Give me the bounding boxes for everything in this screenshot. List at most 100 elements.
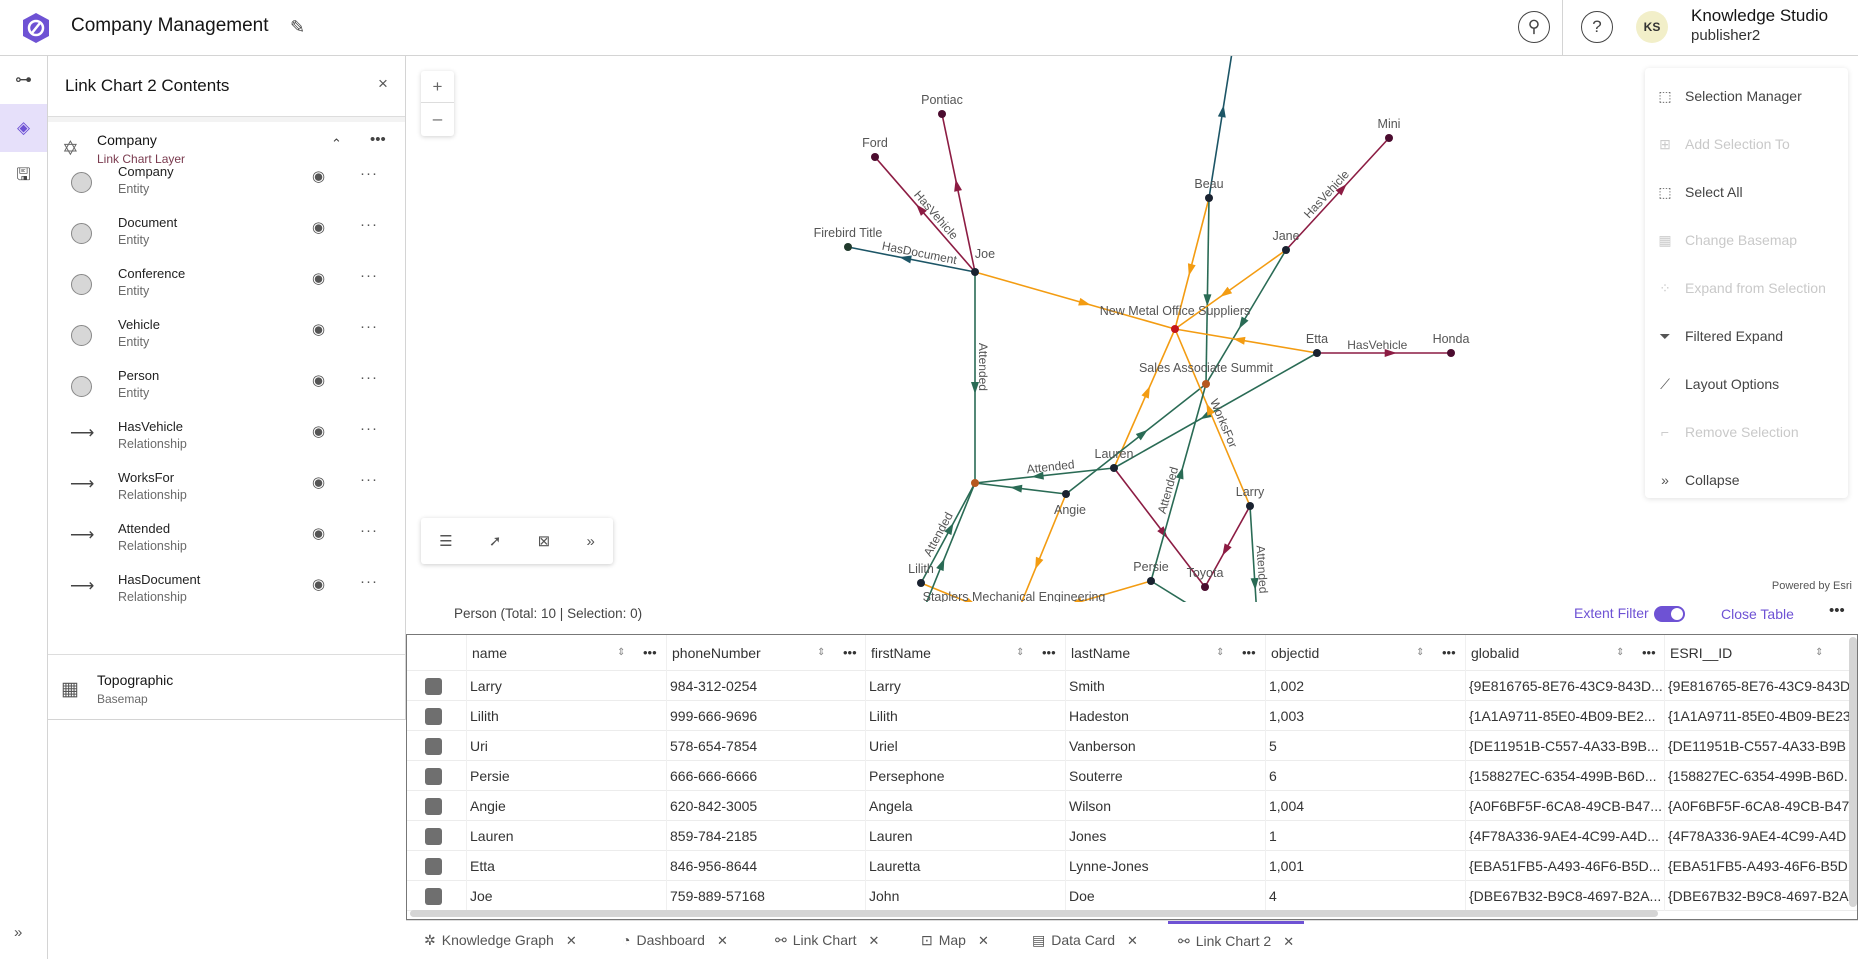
tab-map[interactable]: ⊡ Map ✕ xyxy=(921,932,989,948)
row-select-checkbox[interactable] xyxy=(425,678,442,695)
layer-item-hasdocument[interactable]: ⟶ HasDocument Relationship ◉ ··· xyxy=(48,572,405,623)
edge-worksfor[interactable] xyxy=(974,271,1176,330)
link-chart-graph[interactable]: HasVehicleHasDocumentAttendedHasVehicleH… xyxy=(406,56,1858,602)
row-select-checkbox[interactable] xyxy=(425,888,442,905)
menu-item-selection-manager[interactable]: ⬚ Selection Manager xyxy=(1645,76,1848,116)
edge-attended[interactable] xyxy=(1150,580,1259,602)
node-person[interactable] xyxy=(971,268,979,276)
node-conference[interactable] xyxy=(1202,380,1210,388)
edge-hasvehicle[interactable] xyxy=(874,156,976,273)
sort-icon[interactable]: ⇕ xyxy=(1416,647,1425,658)
table-row[interactable]: Lilith 999-666-9696 Lilith Hadeston 1,003 {1A… xyxy=(407,701,1857,731)
close-tab-icon[interactable]: ✕ xyxy=(1283,934,1295,949)
node-conference[interactable] xyxy=(971,479,979,487)
menu-item-layout[interactable]: ⟋ Layout Options xyxy=(1645,364,1848,404)
column-header[interactable]: firstName ⇕ ••• xyxy=(865,635,1065,671)
menu-item-select-all[interactable]: ⬚ Select All xyxy=(1645,172,1848,212)
table-row[interactable]: Uri 578-654-7854 Uriel Vanberson 5 {DE11951B-… xyxy=(407,731,1857,761)
column-options-button[interactable]: ••• xyxy=(843,645,857,660)
column-options-button[interactable]: ••• xyxy=(1442,645,1456,660)
collapse-layer-icon[interactable]: ⌃ xyxy=(331,136,342,151)
close-tab-icon[interactable]: ✕ xyxy=(565,933,577,948)
layout-icon[interactable]: ⊠ xyxy=(537,533,551,550)
edge-worksfor[interactable] xyxy=(1174,197,1210,330)
edge-attended[interactable] xyxy=(1065,383,1207,495)
layer-item-company[interactable]: Company Entity ◉ ··· xyxy=(48,164,405,215)
edge-attended[interactable] xyxy=(902,482,976,602)
rail-hierarchy-button[interactable]: ⊶ xyxy=(0,56,47,104)
edge-attended[interactable] xyxy=(1205,249,1287,385)
item-options-button[interactable]: ··· xyxy=(360,267,378,284)
sort-icon[interactable]: ⇕ xyxy=(1815,647,1824,658)
visibility-eye-icon[interactable]: ◉ xyxy=(312,372,326,389)
node-person[interactable] xyxy=(1147,577,1155,585)
layer-item-person[interactable]: Person Entity ◉ ··· xyxy=(48,368,405,419)
edge-hasdocument[interactable] xyxy=(1208,56,1234,199)
edge-hasvehicle[interactable] xyxy=(1113,467,1206,588)
column-options-button[interactable]: ••• xyxy=(643,645,657,660)
node-person[interactable] xyxy=(1313,349,1321,357)
node-person[interactable] xyxy=(1205,194,1213,202)
close-tab-icon[interactable]: ✕ xyxy=(868,933,880,948)
layer-options-button[interactable]: ••• xyxy=(370,131,386,148)
tab-link-chart[interactable]: ⚯ Link Chart ✕ xyxy=(775,932,880,948)
avatar[interactable]: KS xyxy=(1636,11,1668,43)
edge-hasdocument[interactable] xyxy=(847,246,976,273)
tab-data-card[interactable]: ▤ Data Card ✕ xyxy=(1032,932,1138,948)
expand-rail-button[interactable]: » xyxy=(14,924,23,941)
layer-item-attended[interactable]: ⟶ Attended Relationship ◉ ··· xyxy=(48,521,405,572)
close-panel-button[interactable]: × xyxy=(378,74,388,93)
link-chart-map[interactable]: HasVehicle HasDocument Attended HasVehicle H… xyxy=(406,56,1858,602)
row-select-checkbox[interactable] xyxy=(425,858,442,875)
node-person[interactable] xyxy=(1246,502,1254,510)
sort-icon[interactable]: ⇕ xyxy=(817,647,826,658)
layer-item-vehicle[interactable]: Vehicle Entity ◉ ··· xyxy=(48,317,405,368)
node-vehicle[interactable] xyxy=(1385,134,1393,142)
layer-item-conference[interactable]: Conference Entity ◉ ··· xyxy=(48,266,405,317)
edge-attended[interactable] xyxy=(1150,383,1207,582)
layer-item-worksfor[interactable]: ⟶ WorksFor Relationship ◉ ··· xyxy=(48,470,405,521)
edge-attended[interactable] xyxy=(1113,352,1318,469)
user-name[interactable]: Knowledge Studio xyxy=(1691,6,1829,25)
search-button[interactable]: ⚲ xyxy=(1518,11,1550,43)
edit-title-icon[interactable]: ✎ xyxy=(290,17,306,37)
column-header[interactable]: phoneNumber ⇕ ••• xyxy=(666,635,866,671)
node-company[interactable] xyxy=(1171,325,1179,333)
column-header[interactable]: ESRI__ID ⇕ xyxy=(1664,635,1857,671)
sort-icon[interactable]: ⇕ xyxy=(1016,647,1025,658)
visibility-eye-icon[interactable]: ◉ xyxy=(312,576,326,593)
node-person[interactable] xyxy=(1282,246,1290,254)
item-options-button[interactable]: ··· xyxy=(360,216,378,233)
edge-worksfor[interactable] xyxy=(1113,328,1176,469)
node-person[interactable] xyxy=(917,579,925,587)
tab-dashboard[interactable]: ◔ Dashboard ✕ xyxy=(622,932,728,948)
select-pointer-icon[interactable]: ➚ xyxy=(488,533,502,550)
layer-item-hasvehicle[interactable]: ⟶ HasVehicle Relationship ◉ ··· xyxy=(48,419,405,470)
rail-layers-button[interactable]: ◈ xyxy=(0,104,47,152)
row-select-checkbox[interactable] xyxy=(425,828,442,845)
tab-knowledge-graph[interactable]: ✲ Knowledge Graph ✕ xyxy=(424,932,577,948)
row-select-checkbox[interactable] xyxy=(425,768,442,785)
edge-worksfor[interactable] xyxy=(1174,328,1251,507)
node-vehicle[interactable] xyxy=(938,110,946,118)
sort-icon[interactable]: ⇕ xyxy=(1216,647,1225,658)
sort-icon[interactable]: ⇕ xyxy=(617,647,626,658)
row-select-checkbox[interactable] xyxy=(425,798,442,815)
table-row[interactable]: Larry 984-312-0254 Larry Smith 1,002 {9E81676… xyxy=(407,671,1857,701)
close-tab-icon[interactable]: ✕ xyxy=(1127,933,1138,948)
visibility-eye-icon[interactable]: ◉ xyxy=(312,525,326,542)
edge-worksfor[interactable] xyxy=(1174,249,1287,330)
table-row[interactable]: Etta 846-956-8644 Lauretta Lynne-Jones 1,001… xyxy=(407,851,1857,881)
edge-attended[interactable] xyxy=(1249,505,1259,602)
visibility-eye-icon[interactable]: ◉ xyxy=(312,474,326,491)
visibility-eye-icon[interactable]: ◉ xyxy=(312,219,326,236)
column-header[interactable]: objectid ⇕ ••• xyxy=(1265,635,1465,671)
help-button[interactable]: ? xyxy=(1581,11,1613,43)
layer-name[interactable]: Company xyxy=(97,132,157,148)
edge-hasvehicle[interactable] xyxy=(941,113,976,273)
item-options-button[interactable]: ··· xyxy=(360,573,378,590)
menu-item-filter[interactable]: ⏷ Filtered Expand xyxy=(1645,316,1848,356)
row-select-checkbox[interactable] xyxy=(425,738,442,755)
zoom-out-button[interactable]: – xyxy=(432,109,443,128)
item-options-button[interactable]: ··· xyxy=(360,318,378,335)
